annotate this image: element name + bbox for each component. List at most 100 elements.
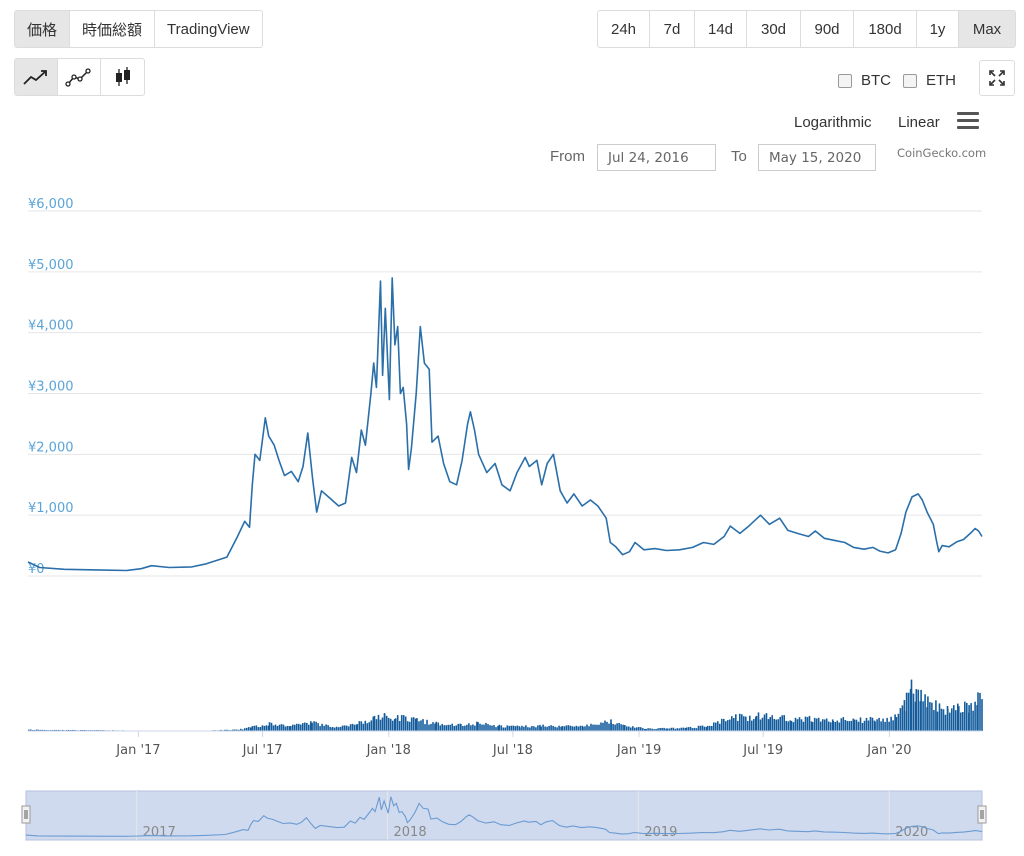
volume-bar — [806, 717, 809, 731]
volume-bar — [640, 727, 642, 731]
volume-bar — [653, 729, 655, 731]
tab-tradingview[interactable]: TradingView — [167, 20, 250, 38]
volume-bar — [30, 729, 32, 731]
navigator-right-handle[interactable] — [977, 805, 987, 824]
volume-bar — [655, 729, 657, 731]
volume-bar — [836, 720, 839, 731]
linear-scale-button[interactable]: Linear — [898, 114, 940, 131]
tab-market-cap[interactable]: 時価総額 — [70, 11, 156, 47]
range-max-button[interactable]: Max — [959, 11, 1015, 47]
volume-bar — [502, 727, 505, 731]
volume-bar — [389, 718, 392, 731]
volume-bar — [834, 722, 837, 731]
volume-bar — [535, 727, 537, 731]
volume-bar — [292, 724, 294, 731]
candlestick-button[interactable] — [101, 59, 144, 95]
volume-bar — [604, 720, 606, 731]
volume-bar — [775, 719, 777, 731]
volume-bar — [632, 726, 634, 731]
volume-bar — [666, 728, 669, 731]
volume-bar — [783, 715, 785, 731]
volume-bar — [317, 723, 319, 731]
navigator[interactable]: 2017 2018 2019 2020 — [21, 790, 987, 841]
volume-bar — [464, 725, 466, 731]
volume-bar — [743, 716, 745, 731]
range-14d-button[interactable]: 14d — [695, 11, 747, 47]
volume-bar — [491, 725, 493, 731]
volume-bar — [924, 694, 926, 731]
volume-bar — [540, 726, 542, 731]
navigator-tick-label: 2017 — [143, 825, 176, 840]
range-1y-button[interactable]: 1y — [917, 11, 959, 47]
volume-bar — [588, 726, 590, 731]
volume-bar — [286, 726, 289, 731]
navigator-left-handle[interactable] — [21, 805, 31, 824]
volume-bar — [351, 723, 354, 731]
volume-bar — [802, 721, 805, 731]
volume-bar — [630, 727, 632, 731]
volume-bar — [537, 725, 539, 731]
volume-bar — [368, 722, 371, 731]
volume-bar — [884, 721, 886, 731]
volume-bar — [709, 725, 711, 731]
volume-bar — [304, 722, 306, 731]
volume-bar — [719, 723, 721, 731]
volume-bar — [460, 724, 462, 731]
volume-bar — [345, 725, 348, 731]
checkbox-box — [838, 73, 852, 88]
ohlc-line-button[interactable] — [58, 59, 101, 95]
volume-bar — [267, 725, 270, 731]
volume-bar — [554, 726, 556, 731]
hamburger-menu-icon[interactable] — [957, 112, 979, 130]
volume-bar — [689, 726, 692, 731]
volume-bar — [276, 726, 279, 731]
range-7d-button[interactable]: 7d — [650, 11, 695, 47]
volume-bar — [981, 699, 983, 731]
volume-bar — [387, 717, 390, 731]
volume-bar — [606, 721, 608, 731]
volume-bar — [512, 725, 515, 731]
volume-bar — [333, 727, 336, 731]
volume-bar — [773, 718, 775, 731]
volume-bar — [560, 726, 562, 731]
volume-bar — [649, 728, 651, 731]
volume-bar — [337, 727, 340, 731]
volume-bar — [586, 724, 588, 731]
volume-bar — [624, 725, 626, 731]
range-180d-button[interactable]: 180d — [854, 11, 917, 47]
volume-bar — [582, 726, 584, 731]
compare-eth-checkbox[interactable]: ETH — [903, 72, 956, 89]
y-tick-label: ¥4,000 — [28, 319, 74, 334]
volume-bar — [288, 726, 291, 731]
volume-bar — [329, 726, 331, 731]
range-24h-button[interactable]: 24h — [598, 11, 650, 47]
x-tick-label: Jan '18 — [366, 743, 411, 758]
volume-bar — [259, 727, 262, 731]
x-tick-label: Jul '18 — [492, 743, 533, 758]
volume-bar — [426, 719, 428, 731]
tab-price[interactable]: 価格 — [15, 11, 71, 47]
volume-bar — [614, 724, 616, 731]
line-chart-button[interactable] — [15, 59, 58, 95]
volume-bar — [769, 717, 771, 731]
volume-bar — [721, 718, 723, 731]
volume-bar — [542, 724, 544, 731]
volume-bar — [705, 726, 708, 731]
y-tick-label: ¥3,000 — [28, 380, 74, 395]
logarithmic-scale-button[interactable]: Logarithmic — [794, 114, 872, 131]
volume-bar — [42, 729, 44, 731]
range-90d-button[interactable]: 90d — [801, 11, 854, 47]
volume-bar — [684, 728, 687, 731]
compare-btc-checkbox[interactable]: BTC — [838, 72, 891, 89]
volume-bar — [727, 720, 729, 731]
from-date-input[interactable]: Jul 24, 2016 — [597, 144, 716, 171]
volume-bar — [315, 721, 317, 731]
fullscreen-button[interactable] — [979, 60, 1015, 96]
volume-bar — [521, 725, 523, 731]
volume-bar — [874, 721, 876, 731]
y-tick-label: ¥2,000 — [28, 440, 74, 455]
to-date-input[interactable]: May 15, 2020 — [758, 144, 876, 171]
volume-bar — [917, 689, 920, 731]
volume-bar — [498, 724, 501, 731]
range-30d-button[interactable]: 30d — [747, 11, 801, 47]
